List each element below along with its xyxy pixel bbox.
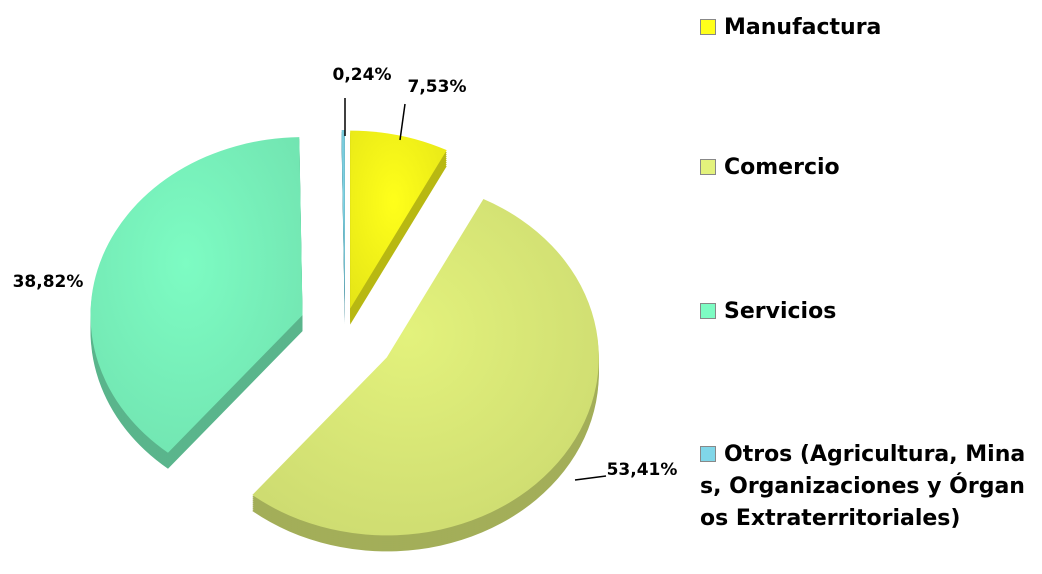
legend-label: Otros (Agricultura, Minas, Organizacione… bbox=[700, 442, 1026, 531]
slice-top bbox=[252, 198, 599, 536]
legend-swatch bbox=[700, 159, 716, 175]
legend-swatch bbox=[700, 19, 716, 35]
legend-item: Manufactura bbox=[700, 12, 1030, 44]
slice bbox=[341, 130, 345, 325]
slice-top bbox=[341, 130, 345, 309]
data-label: 0,24% bbox=[333, 65, 392, 85]
slice bbox=[350, 130, 447, 325]
slice-top bbox=[90, 137, 303, 453]
leader-line bbox=[399, 103, 406, 141]
legend-item: Servicios bbox=[700, 296, 1030, 328]
legend-swatch bbox=[700, 446, 716, 462]
data-label: 38,82% bbox=[13, 272, 84, 292]
legend-label: Comercio bbox=[724, 155, 840, 180]
slice bbox=[252, 198, 599, 552]
slice bbox=[90, 137, 303, 469]
legend-label: Servicios bbox=[724, 299, 837, 324]
data-label: 7,53% bbox=[408, 77, 467, 97]
legend-item: Otros (Agricultura, Minas, Organizacione… bbox=[700, 439, 1030, 535]
legend-swatch bbox=[700, 303, 716, 319]
legend-item: Comercio bbox=[700, 152, 1030, 184]
slice-top bbox=[350, 130, 447, 309]
legend-label: Manufactura bbox=[724, 15, 882, 40]
leader-line bbox=[574, 475, 607, 481]
data-label: 53,41% bbox=[607, 460, 678, 480]
